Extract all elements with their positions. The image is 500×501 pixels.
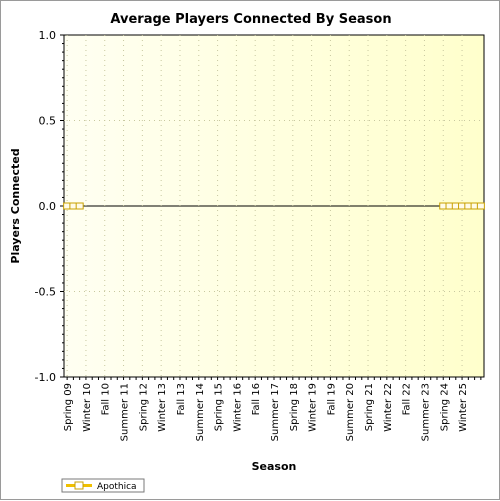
x-tick-label: Winter 13 <box>157 383 168 432</box>
x-tick-label: Fall 22 <box>402 383 413 415</box>
x-tick-label: Summer 14 <box>195 383 206 441</box>
y-tick-label: -1.0 <box>35 371 56 384</box>
x-tick-label: Spring 09 <box>63 383 74 431</box>
grid-lines <box>64 35 484 377</box>
x-tick-label: Winter 19 <box>308 383 319 432</box>
x-tick-label: Fall 10 <box>101 383 112 415</box>
x-axis-title: Season <box>252 460 297 473</box>
x-tick-label: Summer 20 <box>345 383 356 441</box>
x-tick-label: Spring 21 <box>364 383 375 431</box>
y-tick-label: 0.5 <box>39 115 57 128</box>
x-tick-label: Fall 13 <box>176 383 187 415</box>
x-tick-label: Spring 12 <box>138 383 149 431</box>
x-tick-label: Winter 16 <box>232 383 243 432</box>
x-tick-label: Winter 10 <box>82 383 93 432</box>
x-axis-ticks: Spring 09 Winter 10 Fall 10 Summer 11 Spring… <box>63 377 482 441</box>
legend-swatch-marker <box>74 481 84 490</box>
y-axis-ticks: 1.0 0.5 0.0 -0.5 -1.0 <box>35 29 64 384</box>
x-tick-label: Spring 24 <box>439 383 450 431</box>
x-tick-label: Spring 15 <box>214 383 225 431</box>
x-tick-label: Summer 11 <box>120 383 131 441</box>
legend: Apothica <box>61 478 145 493</box>
x-tick-label: Fall 16 <box>251 383 262 415</box>
data-point-marker <box>476 202 485 210</box>
series-layer <box>63 202 485 210</box>
y-tick-label: -0.5 <box>35 286 56 299</box>
x-tick-label: Summer 23 <box>420 383 431 441</box>
legend-label: Apothica <box>97 482 137 492</box>
y-axis-title: Players Connected <box>9 148 22 263</box>
y-tick-label: 1.0 <box>39 29 57 42</box>
x-tick-label: Winter 25 <box>458 383 469 432</box>
data-point-marker <box>75 202 84 210</box>
x-tick-label: Summer 17 <box>270 383 281 441</box>
chart-title: Average Players Connected By Season <box>110 12 391 27</box>
x-tick-label: Spring 18 <box>289 383 300 431</box>
y-tick-label: 0.0 <box>39 200 57 213</box>
x-tick-label: Fall 19 <box>326 383 337 415</box>
x-tick-label: Winter 22 <box>383 383 394 432</box>
